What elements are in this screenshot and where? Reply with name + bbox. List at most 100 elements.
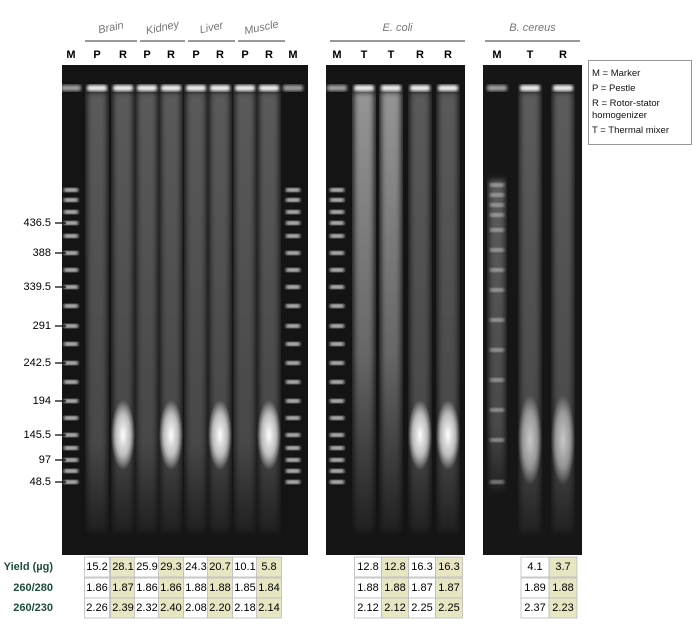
ladder-band [286, 304, 300, 308]
ladder-band [286, 433, 300, 437]
ladder-band [330, 285, 344, 289]
lane-label: P [192, 49, 199, 61]
table-cell [435, 597, 463, 619]
ladder-band [330, 221, 344, 225]
ladder-band [64, 433, 78, 437]
ladder-band [64, 285, 78, 289]
lane-label: M [332, 49, 341, 61]
cell-value: 16.3 [438, 561, 459, 573]
ladder-band [64, 210, 78, 214]
well [210, 85, 230, 91]
ladder-band [330, 188, 344, 192]
lane-label: M [288, 49, 297, 61]
cell-value: 1.87 [112, 582, 133, 594]
ladder-band [64, 234, 78, 238]
well [487, 85, 507, 91]
cell-value: 1.89 [524, 582, 545, 594]
cell-value: 20.7 [209, 561, 230, 573]
lane-smear [235, 92, 255, 532]
legend-entry: P = Pestle [592, 83, 636, 94]
ladder-band [64, 342, 78, 346]
ladder-band [286, 458, 300, 462]
cell-value: 1.88 [185, 582, 206, 594]
ladder-band [286, 416, 300, 420]
cell-value: 2.25 [411, 602, 432, 614]
cell-value: 1.88 [384, 582, 405, 594]
legend-entry: R = Rotor-stator homogenizer [592, 98, 660, 121]
well [354, 85, 374, 91]
well [520, 85, 540, 91]
table-cell [548, 556, 578, 578]
lane-label: P [143, 49, 150, 61]
ladder-band [286, 210, 300, 214]
ladder-band [286, 342, 300, 346]
legend: M = Marker P = Pestle R = Rotor-stator hom… [588, 60, 692, 145]
lane-label: R [119, 49, 127, 61]
ladder-band [64, 380, 78, 384]
cell-value: 2.20 [209, 602, 230, 614]
cell-value: 2.12 [384, 602, 405, 614]
well [410, 85, 430, 91]
cell-value: 1.88 [209, 582, 230, 594]
ladder-band [64, 458, 78, 462]
legend-entry: M = Marker [592, 68, 641, 79]
well [235, 85, 255, 91]
cell-value: 12.8 [357, 561, 378, 573]
table-cell [435, 556, 463, 578]
well [283, 85, 303, 91]
lane-blob [408, 400, 432, 470]
ladder-band [330, 361, 344, 365]
lane-smear [354, 92, 374, 532]
ladder-band [286, 469, 300, 473]
ladder-band [64, 268, 78, 272]
ladder-band [286, 285, 300, 289]
table-cell [256, 556, 282, 578]
cell-value: 5.8 [261, 561, 276, 573]
ladder-band [330, 469, 344, 473]
ladder-smear [489, 180, 505, 490]
ladder-band [330, 304, 344, 308]
ladder-band [286, 268, 300, 272]
size-marker-label: 48.5 [30, 476, 51, 488]
group-label: Muscle [243, 18, 280, 37]
lane-label: T [361, 49, 368, 61]
lane-blob [111, 400, 135, 470]
ladder-band [330, 416, 344, 420]
size-marker-label: 97 [39, 454, 51, 466]
ladder-band [64, 304, 78, 308]
cell-value: 25.9 [136, 561, 157, 573]
cell-value: 2.14 [258, 602, 279, 614]
row-label: 260/230 [13, 602, 53, 614]
well [113, 85, 133, 91]
ladder-band [330, 324, 344, 328]
cell-value: 15.2 [86, 561, 107, 573]
cell-value: 2.32 [136, 602, 157, 614]
ladder-band [330, 380, 344, 384]
lane-smear [87, 92, 107, 532]
lane-smear [381, 92, 401, 532]
table-cell [256, 597, 282, 619]
ladder-band [330, 480, 344, 484]
row-label: 260/280 [13, 582, 53, 594]
lane-blob [257, 400, 281, 470]
cell-value: 1.87 [411, 582, 432, 594]
cell-value: 2.18 [234, 602, 255, 614]
well [259, 85, 279, 91]
table-cell [548, 597, 578, 619]
ladder-band [330, 268, 344, 272]
group-label: Kidney [145, 18, 182, 37]
size-marker-label: 388 [33, 247, 51, 259]
lane-label: P [241, 49, 248, 61]
lane-label: R [444, 49, 452, 61]
lane-label: P [93, 49, 100, 61]
ladder-band [286, 234, 300, 238]
ladder-band [286, 221, 300, 225]
well [186, 85, 206, 91]
cell-value: 28.1 [112, 561, 133, 573]
ladder-band [64, 198, 78, 202]
ladder-band [64, 446, 78, 450]
size-marker-label: 339.5 [23, 281, 51, 293]
well [87, 85, 107, 91]
well [161, 85, 181, 91]
